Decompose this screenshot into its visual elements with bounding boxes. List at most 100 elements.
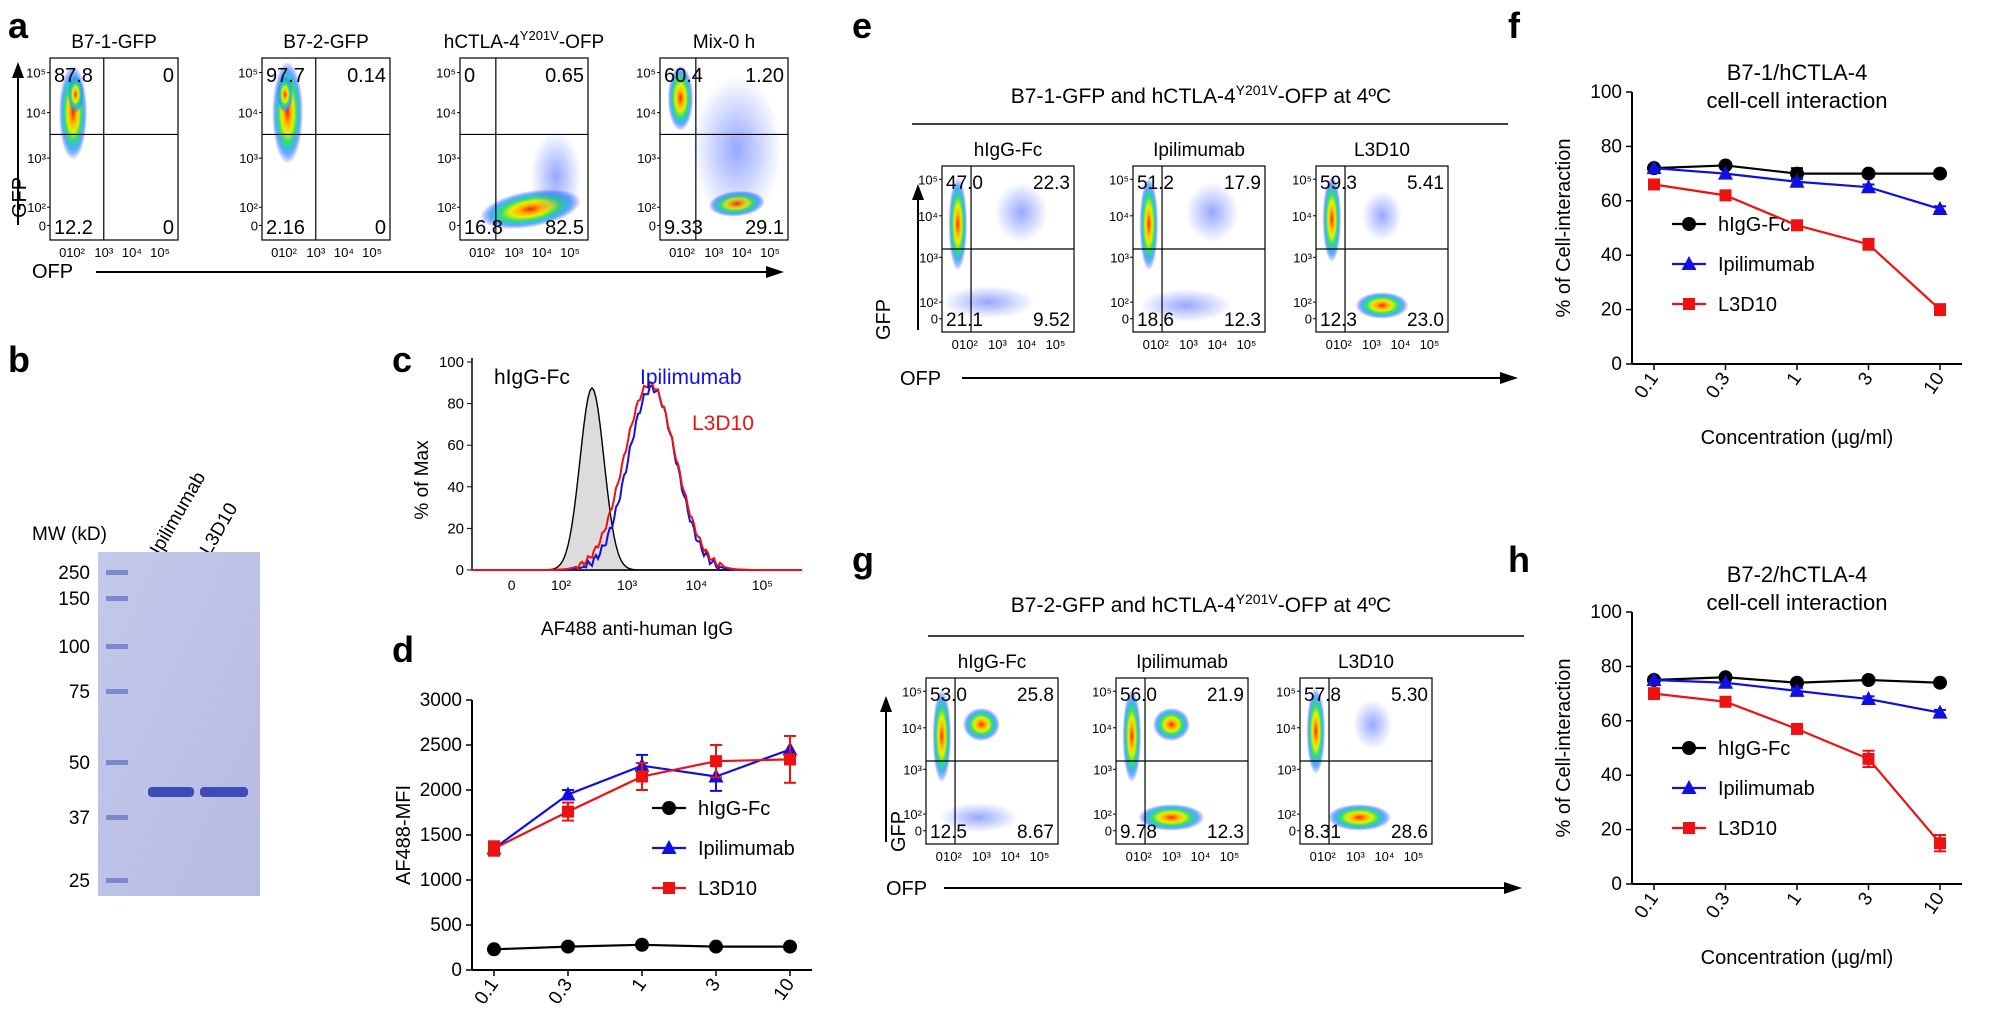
y-tick-label: 0 bbox=[1105, 824, 1112, 839]
y-tick-label: 10⁵ bbox=[636, 66, 656, 81]
legend-label: L3D10 bbox=[1718, 294, 1777, 316]
x-tick-label: 10² bbox=[676, 245, 695, 260]
y-axis-label: % of Cell-interaction bbox=[1553, 659, 1575, 838]
y-tick-label: 10⁴ bbox=[1276, 721, 1296, 736]
mw-label: MW (kD) bbox=[32, 524, 107, 545]
panel-e-header: B7-1-GFP and hCTLA-4Y201V-OFP at 4ºC bbox=[1011, 82, 1391, 108]
y-tick-label: 10³ bbox=[1110, 250, 1129, 265]
x-tick-label: 10³ bbox=[617, 577, 638, 593]
y-tick-label: 0 bbox=[649, 218, 656, 233]
x-tick-label: 10² bbox=[1317, 849, 1336, 864]
quadrant-lr: 0 bbox=[375, 217, 386, 239]
x-tick-label: 10³ bbox=[1362, 337, 1381, 352]
y-tick-label: 10³ bbox=[919, 250, 938, 265]
y-tick-label: 10⁵ bbox=[1292, 172, 1312, 187]
quadrant-ll: 8.31 bbox=[1304, 822, 1341, 843]
data-point bbox=[636, 770, 648, 783]
data-point bbox=[1789, 173, 1805, 188]
plot-frame bbox=[659, 57, 789, 241]
quadrant-ll: 2.16 bbox=[266, 217, 305, 239]
data-point bbox=[1861, 691, 1876, 706]
plot-title: hCTLA-4Y201V-OFP bbox=[444, 28, 604, 53]
plot-title: B7-2-GFP bbox=[283, 32, 369, 53]
x-tick-label: 10² bbox=[943, 849, 962, 864]
legend-label: L3D10 bbox=[698, 878, 757, 900]
x-tick-label: 10⁴ bbox=[686, 577, 708, 593]
x-tick-label: 10⁴ bbox=[1190, 849, 1210, 864]
cell-population bbox=[994, 182, 1048, 243]
y-tick-label: 3000 bbox=[420, 690, 462, 711]
x-tick-label: 10² bbox=[66, 245, 85, 260]
ladder-band bbox=[106, 689, 128, 694]
x-tick-label: 0 bbox=[59, 245, 66, 260]
quadrant-ur: 17.9 bbox=[1224, 173, 1261, 194]
y-tick-label: 10⁴ bbox=[436, 106, 456, 121]
data-point bbox=[1932, 200, 1948, 215]
population-density bbox=[1139, 177, 1239, 323]
cell-population bbox=[1362, 190, 1402, 241]
data-point bbox=[1933, 166, 1947, 181]
y-tick-label: 10⁴ bbox=[1109, 209, 1129, 224]
legend-label: Ipilimumab bbox=[1718, 778, 1815, 800]
x-tick-label: 10² bbox=[959, 337, 978, 352]
quadrant-ul: 53.0 bbox=[930, 685, 967, 706]
quadrant-ll: 12.3 bbox=[1320, 310, 1357, 331]
data-point bbox=[1646, 672, 1662, 686]
y-tick-label: 40 bbox=[447, 479, 464, 496]
y-tick-label: 80 bbox=[447, 396, 464, 413]
series-l3d10: L3D10 bbox=[488, 735, 796, 900]
quadrant-ul: 59.3 bbox=[1320, 173, 1357, 194]
x-tick-label: 1 bbox=[628, 975, 651, 996]
y-tick-label: 10² bbox=[1110, 295, 1129, 310]
quadrant-ul: 57.8 bbox=[1304, 685, 1341, 706]
legend-marker bbox=[1682, 217, 1696, 231]
x-tick-label: 10⁴ bbox=[1390, 337, 1410, 352]
mw-marker-label: 150 bbox=[58, 589, 90, 610]
plot-frame bbox=[459, 57, 589, 241]
gel-image bbox=[98, 552, 260, 896]
plot-frame bbox=[261, 57, 391, 241]
panel-c-histogram: 100 80 60 40 20 0 0 10² 10³ 10⁴ 10⁵ % of Max AF488 a… bbox=[412, 354, 802, 640]
lane-label-l3d10: L3D10 bbox=[196, 500, 242, 559]
x-tick-label: 10 bbox=[770, 975, 799, 1004]
data-point bbox=[1791, 722, 1803, 735]
x-tick-label: 10⁴ bbox=[1016, 337, 1036, 352]
data-point bbox=[487, 942, 501, 957]
panel-letter-b: b bbox=[8, 339, 30, 380]
y-tick-label: 10⁵ bbox=[918, 172, 938, 187]
y-tick-label: 10³ bbox=[1293, 250, 1312, 265]
y-tick-label: 10³ bbox=[1277, 762, 1296, 777]
x-tick-label: 10³ bbox=[988, 337, 1007, 352]
cell-population bbox=[1185, 182, 1239, 243]
quadrant-ul: 60.4 bbox=[664, 65, 703, 87]
quadrant-ur: 1.20 bbox=[745, 65, 784, 87]
quadrant-ur: 0 bbox=[163, 65, 174, 87]
y-tick-label: 10² bbox=[239, 200, 258, 215]
data-point bbox=[784, 753, 796, 766]
cell-population bbox=[1139, 288, 1233, 323]
plot-title: Ipilimumab bbox=[1153, 140, 1245, 161]
data-point bbox=[1932, 704, 1948, 719]
y-tick-label: 10⁴ bbox=[918, 209, 938, 224]
legend-marker bbox=[1681, 256, 1697, 270]
x-tick-label: 10⁵ bbox=[1404, 849, 1424, 864]
y-tick-label: 10² bbox=[637, 200, 656, 215]
data-point bbox=[562, 805, 574, 818]
ladder-band bbox=[106, 596, 128, 601]
data-point bbox=[783, 939, 797, 954]
legend-marker bbox=[1681, 780, 1697, 794]
x-tick-label: 10⁴ bbox=[732, 245, 752, 260]
quadrant-lr: 82.5 bbox=[545, 217, 584, 239]
x-tick-label: 0 bbox=[1126, 849, 1133, 864]
y-tick-label: 10⁴ bbox=[902, 721, 922, 736]
x-tick-label: 10⁵ bbox=[1046, 337, 1066, 352]
mw-marker-label: 25 bbox=[69, 871, 90, 892]
ladder-band bbox=[106, 815, 128, 820]
gfp-axis-label: GFP bbox=[873, 299, 895, 340]
quadrant-lr: 12.3 bbox=[1224, 310, 1261, 331]
quadrant-lr: 29.1 bbox=[745, 217, 784, 239]
data-point bbox=[1646, 160, 1662, 175]
y-tick-label: 10⁵ bbox=[436, 66, 456, 81]
x-tick-label: 10³ bbox=[704, 245, 723, 260]
hist-l3d10 bbox=[472, 380, 802, 571]
